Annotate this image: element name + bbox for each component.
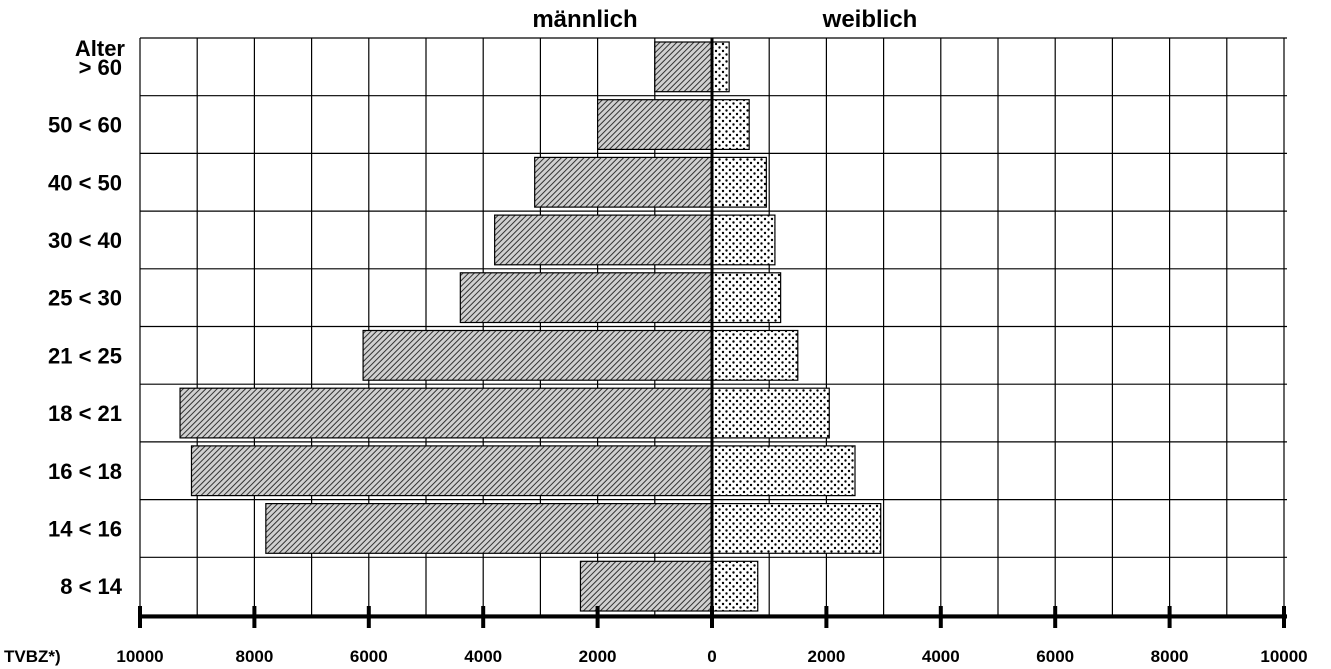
y-tick-label: 14 < 16	[48, 516, 122, 541]
bar-weiblich	[711, 387, 830, 439]
bar-maennlich	[534, 156, 713, 208]
x-tick-labels: 10000 8000 6000 4000 2000 0 2000 4000 6000 8000 10…	[116, 647, 1307, 666]
y-tick-label: 8 < 14	[60, 574, 123, 599]
axes-group	[138, 38, 1287, 628]
y-tick-label: 30 < 40	[48, 228, 122, 253]
y-tick-label: 40 < 50	[48, 170, 122, 195]
y-tick-labels: > 60 50 < 60 40 < 50 30 < 40 25 < 30 21 < 25 1…	[48, 55, 123, 599]
bar-maennlich	[494, 214, 713, 266]
bar-weiblich	[711, 214, 776, 266]
x-axis-title: TVBZ*)	[4, 647, 61, 666]
x-tick-label: 2000	[807, 647, 845, 666]
bar-maennlich	[654, 41, 713, 93]
x-tick-label: 0	[707, 647, 716, 666]
bar-weiblich	[711, 503, 882, 554]
bar-maennlich	[459, 272, 713, 324]
x-tick-label: 10000	[1260, 647, 1307, 666]
x-tick-label: 10000	[116, 647, 163, 666]
x-tick-label: 6000	[1036, 647, 1074, 666]
bar-weiblich	[711, 329, 799, 381]
x-tick-label: 2000	[579, 647, 617, 666]
y-tick-label: > 60	[79, 55, 122, 80]
y-tick-label: 16 < 18	[48, 459, 122, 484]
x-tick-label: 6000	[350, 647, 388, 666]
x-tick-label: 8000	[1151, 647, 1189, 666]
right-header: weiblich	[822, 6, 918, 33]
y-tick-label: 18 < 21	[48, 401, 122, 426]
x-tick-label: 8000	[235, 647, 273, 666]
bars-group	[179, 41, 882, 612]
bar-maennlich	[179, 387, 713, 439]
bar-weiblich	[711, 445, 856, 497]
x-tick-label: 4000	[922, 647, 960, 666]
x-tick-label: 4000	[464, 647, 502, 666]
bar-weiblich	[711, 156, 767, 208]
bar-maennlich	[265, 503, 713, 554]
bar-weiblich	[711, 272, 782, 324]
y-tick-label: 21 < 25	[48, 343, 122, 368]
bar-weiblich	[711, 99, 750, 150]
y-tick-label: 25 < 30	[48, 286, 122, 311]
bar-weiblich	[711, 41, 730, 93]
left-header: männlich	[532, 6, 637, 33]
bar-weiblich	[711, 560, 759, 612]
bar-maennlich	[579, 560, 713, 612]
bar-maennlich	[190, 445, 713, 497]
bar-maennlich	[596, 99, 713, 150]
y-axis-title: Alter	[75, 36, 126, 61]
bar-maennlich	[362, 329, 713, 381]
y-tick-label: 50 < 60	[48, 113, 122, 138]
